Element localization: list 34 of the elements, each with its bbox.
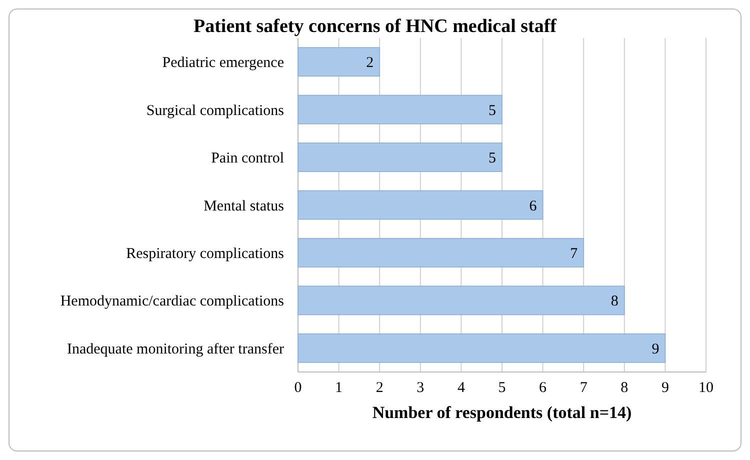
x-tick-label: 3	[416, 380, 424, 396]
data-label: 6	[529, 198, 538, 214]
x-tick-label: 4	[457, 380, 466, 396]
x-tick-label: 9	[661, 380, 669, 396]
data-label: 2	[366, 55, 374, 72]
x-axis-title: Number of respondents (total n=14)	[372, 403, 632, 422]
bar	[298, 142, 502, 172]
bar	[298, 47, 380, 77]
x-tick-label: 10	[698, 380, 714, 396]
y-tick-label: Respiratory complications	[126, 246, 284, 262]
bar	[298, 190, 544, 220]
data-label: 5	[488, 150, 496, 167]
data-label: 8	[610, 294, 618, 310]
bar	[298, 94, 502, 124]
x-tick-label: 1	[335, 380, 343, 396]
y-tick-label: Mental status	[204, 198, 284, 214]
bar	[298, 238, 584, 268]
y-tick-label: Pediatric emergence	[162, 55, 284, 72]
x-tick-label: 8	[620, 380, 628, 396]
y-tick-label: Inadequate monitoring after transfer	[67, 341, 284, 358]
y-tick-label: Pain control	[211, 150, 284, 167]
data-label: 7	[570, 246, 578, 262]
x-tick-label: 2	[376, 380, 384, 396]
data-label: 5	[488, 102, 496, 119]
x-tick-label: 0	[294, 380, 302, 396]
x-tick-label: 6	[539, 380, 548, 396]
y-tick-label: Surgical complications	[146, 102, 284, 119]
x-tick-label: 7	[580, 380, 588, 396]
bar	[298, 333, 666, 363]
chart-title: Patient safety concerns of HNC medical staff	[193, 16, 558, 37]
bar	[298, 286, 625, 316]
data-label: 9	[652, 341, 660, 358]
x-tick-label: 5	[498, 380, 506, 396]
y-tick-label: Hemodynamic/cardiac complications	[60, 294, 284, 310]
